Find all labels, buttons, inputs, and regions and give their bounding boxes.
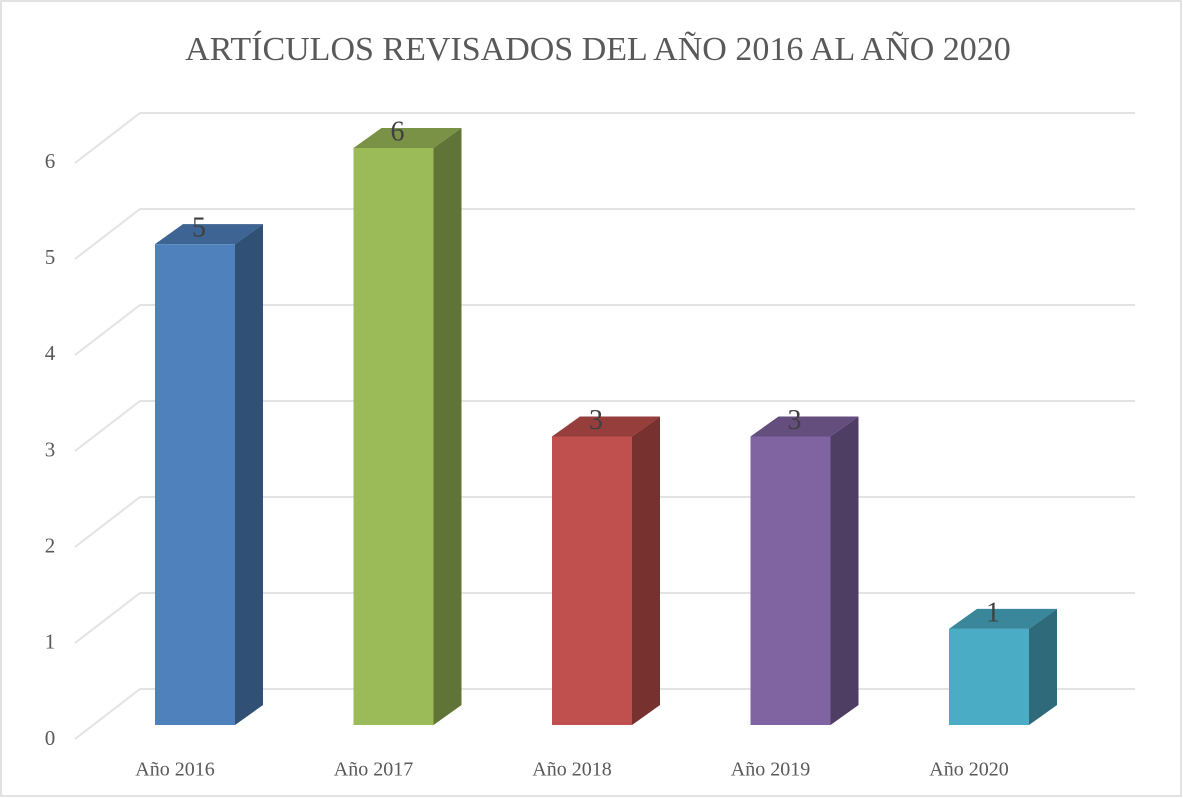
bar-top-shade: [949, 608, 1057, 629]
data-label: 3: [788, 405, 802, 436]
x-tick-label: Año 2017: [334, 759, 413, 781]
bar: [353, 148, 434, 725]
bar: [155, 244, 235, 725]
grid-line: [74, 208, 1135, 260]
bar-side-shade: [830, 416, 859, 725]
bar: [552, 436, 632, 725]
bar: [949, 628, 1029, 725]
bar-side-shade: [235, 224, 263, 725]
x-tick-label: Año 2020: [929, 759, 1008, 781]
bar-top: [552, 416, 660, 437]
bar-side-shade: [632, 416, 660, 725]
bar-side-shade: [1029, 608, 1057, 725]
bar-top-shade: [353, 128, 462, 148]
bar-top: [949, 608, 1057, 629]
grid-line: [74, 400, 1135, 452]
data-label: 6: [391, 116, 405, 147]
y-tick-label: 3: [45, 437, 56, 461]
bar-side: [632, 416, 660, 725]
x-tick-label: Año 2016: [135, 759, 214, 781]
bar: [750, 436, 831, 725]
grid-line: [74, 304, 1135, 356]
bar-side-shade: [433, 128, 462, 725]
x-tick-label: Año 2018: [532, 759, 611, 781]
bar-top-shade: [750, 416, 859, 437]
bar-top-shade: [155, 224, 263, 245]
bar-top: [750, 416, 859, 437]
grid-line: [74, 112, 1135, 164]
bar-side: [433, 128, 462, 725]
y-tick-label: 1: [45, 630, 56, 654]
data-label: 3: [589, 405, 603, 436]
bar-side: [1029, 608, 1057, 725]
x-tick-label: Año 2019: [731, 759, 810, 781]
chart-title: ARTÍCULOS REVISADOS DEL AÑO 2016 AL AÑO …: [185, 31, 1011, 68]
data-label: 1: [986, 597, 1000, 628]
bar-top: [155, 224, 263, 245]
y-tick-label: 6: [45, 149, 56, 173]
bar-side: [235, 224, 263, 725]
y-tick-label: 5: [45, 245, 56, 269]
y-tick-label: 0: [45, 726, 56, 750]
bar-top: [353, 128, 462, 148]
y-tick-label: 2: [45, 533, 56, 557]
bar-top-shade: [552, 416, 660, 437]
data-label: 5: [192, 213, 206, 244]
y-tick-label: 4: [45, 341, 56, 365]
bar-side: [830, 416, 859, 725]
